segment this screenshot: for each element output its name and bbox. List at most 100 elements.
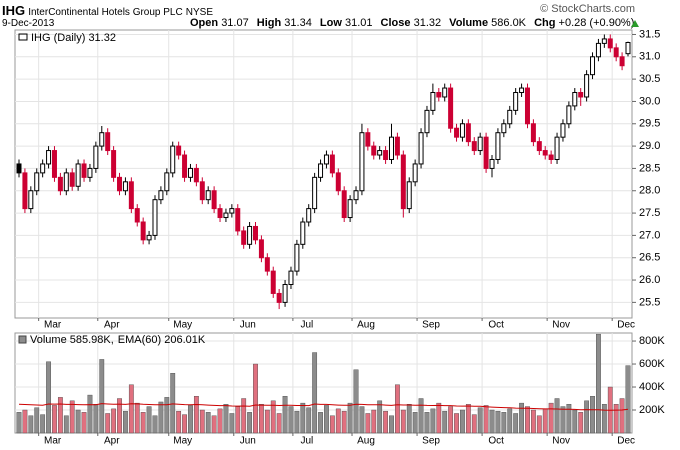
volume-bar [52, 405, 57, 434]
volume-bar [28, 415, 34, 434]
volume-bar [93, 404, 99, 434]
volume-bar [69, 400, 75, 434]
candle-body [406, 181, 412, 210]
candle-body [566, 105, 572, 125]
x-tick-label: May [173, 436, 192, 447]
legend-label: Volume 585.98K, [30, 334, 114, 346]
candle-body [193, 167, 199, 183]
quote-value: 31.34 [284, 17, 312, 29]
volume-bar [519, 402, 524, 434]
candle-body [513, 92, 519, 111]
candle-body [300, 221, 306, 245]
volume-bar [235, 406, 241, 434]
candle-body [619, 56, 625, 67]
change-arrow [631, 20, 639, 27]
ema-line [18, 403, 629, 411]
volume-bar [548, 402, 554, 434]
x-tick-label: Mar [44, 320, 62, 331]
candle-body [75, 163, 81, 187]
quote-label: Chg [534, 17, 556, 29]
volume-bar [117, 398, 122, 434]
candle-body [578, 92, 584, 98]
y-tick-label: 29.0 [639, 140, 660, 152]
candle-body [164, 172, 170, 192]
volume-bar [454, 413, 459, 434]
symbol-line: IHG InterContinental Hotels Group PLC NY… [2, 3, 213, 18]
candle-body [146, 234, 152, 241]
candle-body [489, 158, 495, 169]
candle-body [572, 92, 578, 107]
x-tick-label: Dec [617, 320, 635, 331]
volume-bar [554, 398, 560, 434]
candle-body [412, 163, 418, 183]
candle-body [590, 56, 596, 76]
volume-bar [253, 363, 258, 434]
volume-bar [560, 406, 566, 434]
candle-body [140, 221, 146, 241]
y-tick-label: 31.5 [639, 28, 660, 40]
candle-body [134, 208, 140, 223]
quote-label: High [256, 17, 282, 29]
x-tick-label: Jul [300, 436, 313, 447]
x-tick-label: Aug [357, 436, 375, 447]
candle-body [584, 74, 590, 98]
candle-body [199, 181, 205, 201]
candle-body [105, 132, 111, 152]
volume-bar [264, 409, 270, 434]
volume-bar [424, 412, 430, 434]
volume-bar [501, 412, 507, 434]
candle-body [507, 109, 513, 125]
volume-bar [353, 369, 359, 434]
volume-bar [578, 412, 584, 434]
volume-bar [46, 361, 51, 434]
volume-bar [294, 410, 300, 434]
volume-bar [442, 410, 448, 434]
volume-bar [625, 365, 631, 434]
volume-bar [596, 333, 601, 434]
candle-body [117, 176, 123, 192]
candle-body [294, 243, 300, 272]
candle-body [40, 163, 46, 174]
candle-body [542, 150, 548, 156]
candle-body [335, 172, 341, 192]
quote-line: Open 31.07 High 31.34 Low 31.01 Close 31… [190, 17, 639, 29]
x-tick-label: Oct [488, 320, 504, 331]
candle-body [34, 172, 40, 192]
volume-bar [170, 373, 176, 434]
volume-bar [318, 412, 323, 434]
volume-bar [164, 397, 170, 434]
volume-bar [507, 408, 513, 434]
volume-bar [430, 408, 436, 434]
y-tick-label: 26.0 [639, 274, 660, 286]
volume-bar [448, 406, 454, 434]
x-tick-label: Jun [240, 320, 256, 331]
candle-body [607, 38, 613, 49]
candle-body [394, 136, 400, 156]
candle-body [81, 163, 87, 178]
volume-bar [199, 409, 205, 434]
candle-body [560, 123, 566, 138]
volume-bar [288, 406, 294, 434]
volume-bar [158, 401, 164, 434]
volume-bar [536, 415, 542, 434]
candle-body [229, 208, 235, 214]
legend-icon [18, 33, 28, 41]
candle-body [87, 167, 93, 178]
candle-body [270, 270, 276, 294]
legend-icon [18, 335, 27, 344]
volume-bar [566, 404, 572, 434]
volume-bar [123, 410, 128, 434]
volume-bar [140, 412, 146, 434]
candle-body [548, 154, 554, 160]
volume-bar [63, 415, 69, 434]
y-tick-label: 28.5 [639, 162, 660, 174]
volume-bar [134, 402, 140, 434]
volume-bar [460, 409, 465, 434]
candle-body [459, 123, 465, 138]
candle-body [63, 172, 69, 192]
volume-bar [341, 410, 347, 434]
x-tick-label: Dec [617, 436, 635, 447]
y-tick-label: 30.0 [639, 95, 660, 107]
candle-body [530, 123, 536, 143]
x-tick-label: Apr [104, 436, 120, 447]
